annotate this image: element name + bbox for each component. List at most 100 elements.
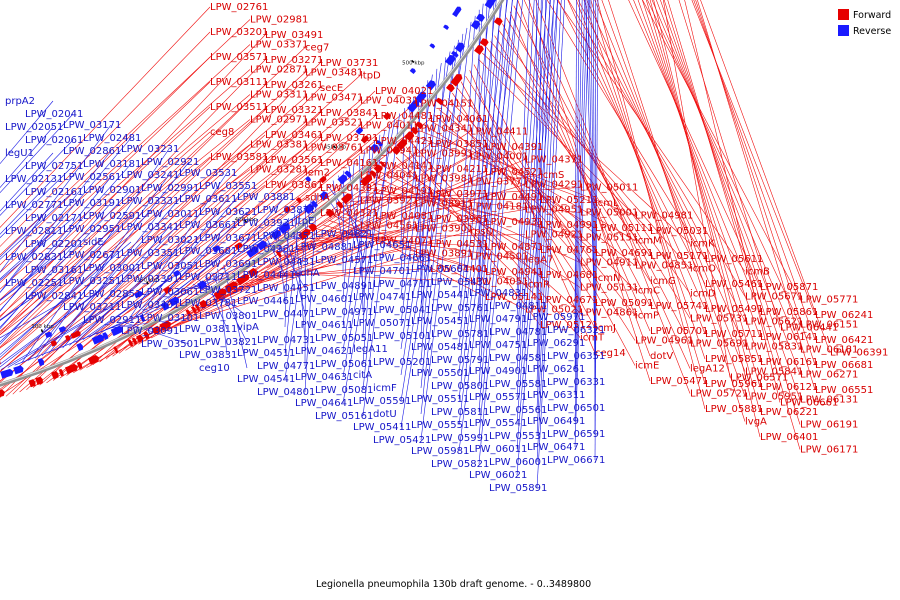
forward-gene-arrow-38: [113, 346, 119, 354]
genome-backbone: [0, 0, 505, 387]
forward-gene-label: LPW_04001: [470, 152, 528, 163]
forward-gene-label: LPW_06221: [760, 407, 818, 418]
forward-leader-line: [0, 156, 211, 332]
forward-gene-arrow-1039: [65, 335, 71, 341]
reverse-gene-label: LPW_03881: [237, 192, 295, 203]
reverse-gene-label: LPW_06491: [527, 416, 585, 427]
reverse-leader-line: [148, 211, 248, 310]
forward-leader-line: [575, 0, 706, 335]
reverse-leader-line: [0, 256, 54, 301]
reverse-leader-line: [594, 0, 599, 461]
forward-leader-line: [26, 112, 321, 391]
forward-leader-line: [380, 172, 581, 263]
reverse-gene-label: LPW_02051: [5, 122, 63, 133]
forward-gene-label: LPW_03521: [305, 118, 363, 129]
reverse-gene-label: LPW_02171: [25, 213, 83, 224]
reverse-gene-label: LPW_05061: [315, 359, 373, 370]
reverse-gene-arrow-39: [110, 325, 123, 337]
reverse-leader-line: [0, 139, 74, 216]
forward-gene-label: icmE: [635, 361, 659, 372]
forward-gene-arrow-45: [151, 325, 161, 335]
forward-gene-arrow-74: [369, 170, 377, 178]
reverse-gene-label: LPW_05201: [373, 357, 431, 368]
forward-gene-label: LPW_05741: [650, 301, 708, 312]
reverse-leader-line: [516, 0, 539, 346]
reverse-gene-label: LPW_05071: [353, 318, 411, 329]
reverse-leader-line: [89, 278, 170, 338]
forward-leader-line: [0, 131, 211, 317]
reverse-gene-label: LPW_06021: [469, 470, 527, 481]
reverse-gene-arrow-66: [310, 200, 318, 208]
forward-leader-line: [237, 231, 471, 289]
forward-leader-line: [628, 0, 761, 288]
reverse-leader-line: [536, 0, 542, 333]
forward-gene-arrow-1037: [283, 206, 291, 213]
reverse-leader-line: [536, 0, 551, 385]
reverse-leader-line: [0, 126, 54, 188]
reverse-gene-label: LPW_03401: [121, 300, 179, 311]
reverse-leader-line: [247, 235, 306, 249]
reverse-gene-label: LPW_04631: [295, 372, 353, 383]
forward-gene-label: ceg7: [305, 43, 329, 54]
reverse-leader-line: [0, 176, 112, 312]
reverse-gene-label: LPW_03671: [199, 233, 257, 244]
forward-leader-line: [144, 190, 376, 342]
reverse-gene-arrow-92: [454, 42, 465, 53]
reverse-leader-line: [516, 0, 555, 450]
forward-gene-label: sdhA: [305, 193, 330, 204]
reverse-gene-arrow-1030: [134, 290, 143, 299]
reverse-leader-line: [0, 163, 132, 312]
forward-gene-label: LPW_03381: [250, 140, 308, 151]
reverse-leader-line: [574, 0, 590, 448]
reverse-gene-label: LPW_03501: [141, 339, 199, 350]
reverse-gene-label: LPW_06331: [547, 377, 605, 388]
forward-gene-label: LPW_04051: [470, 277, 528, 288]
forward-gene-arrow-1042: [0, 361, 1, 365]
forward-leader-line: [577, 0, 746, 322]
forward-gene-arrow-49: [185, 309, 192, 317]
forward-gene-arrow-42: [136, 334, 144, 343]
reverse-gene-label: LPW_02061: [25, 135, 83, 146]
forward-gene-label: LPW_03911: [415, 199, 473, 210]
reverse-leader-line: [259, 239, 306, 263]
reverse-leader-line: [0, 267, 132, 365]
reverse-leader-line: [574, 0, 580, 344]
reverse-gene-label: sdhA: [295, 268, 320, 279]
forward-gene-label: LPW_02871: [250, 65, 308, 76]
forward-gene-arrow-82: [410, 126, 419, 135]
forward-gene-arrow-52: [199, 299, 208, 309]
forward-leader-line: [0, 119, 251, 321]
reverse-leader-line: [0, 113, 74, 194]
forward-gene-label: LPW_06191: [800, 420, 858, 431]
forward-gene-label: LPW_06441: [780, 323, 838, 334]
reverse-gene-label: LPW_03801: [199, 311, 257, 322]
reverse-gene-label: LPW_02861: [63, 146, 121, 157]
forward-leader-line: [633, 0, 761, 313]
forward-gene-label: LPW_04061: [430, 114, 488, 125]
reverse-gene-label: LPW_06501: [547, 403, 605, 414]
reverse-gene-label: LPW_03241: [121, 170, 179, 181]
reverse-gene-arrow-1011: [58, 326, 66, 333]
reverse-leader-line: [516, 0, 558, 476]
forward-gene-arrow-63: [298, 228, 311, 241]
forward-gene-label: LPW_05031: [650, 226, 708, 237]
reverse-leader-line: [199, 280, 248, 317]
forward-gene-label: LPW_05951: [745, 392, 803, 403]
forward-gene-label: icmP: [635, 311, 659, 322]
forward-gene-label: LPW_06131: [800, 395, 858, 406]
reverse-gene-label: LPW_02921: [141, 157, 199, 168]
reverse-leader-line: [75, 252, 170, 343]
forward-gene-label: icmM: [635, 236, 662, 247]
forward-gene-label: LPW_04951: [525, 205, 583, 216]
forward-gene-label: LPW_04021: [375, 86, 433, 97]
reverse-leader-line: [516, 0, 548, 398]
reverse-gene-label: LPW_04801: [257, 387, 315, 398]
forward-leader-line: [300, 221, 486, 244]
forward-gene-arrow-1006: [383, 112, 391, 121]
forward-gene-label: LPW_05711: [705, 329, 763, 340]
reverse-leader-line: [516, 0, 530, 294]
forward-gene-arrow-67: [325, 209, 334, 218]
forward-gene-label: LPW_05861: [760, 307, 818, 318]
reverse-leader-line: [362, 113, 400, 417]
forward-leader-line: [660, 0, 801, 400]
